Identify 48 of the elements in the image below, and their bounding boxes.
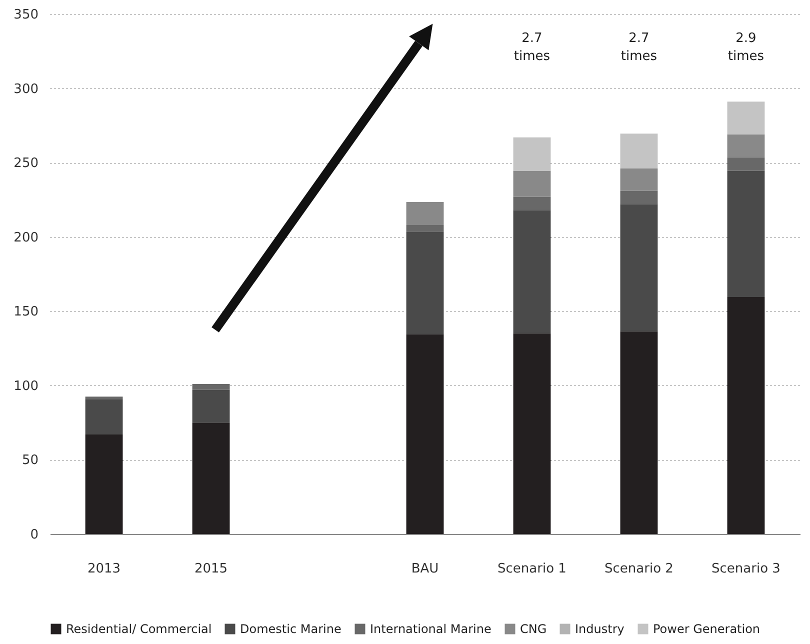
x-tick-label: 2015: [194, 562, 228, 576]
bar: [192, 422, 230, 534]
bar: [85, 396, 123, 400]
bar: [406, 232, 444, 334]
y-tick-label: 300: [14, 82, 38, 97]
bar: [620, 168, 658, 191]
bar: [620, 204, 658, 332]
bar: [727, 170, 765, 298]
y-tick-label: 100: [14, 378, 38, 394]
x-tick-label: BAU: [411, 562, 439, 576]
bar: [513, 333, 551, 534]
annotation: 2.9 times: [728, 31, 764, 64]
legend-label: Power Generation: [653, 622, 760, 636]
y-tick-label: 250: [14, 156, 38, 172]
annotation: 2.7 times: [514, 31, 550, 64]
bar: [192, 384, 230, 390]
bar: [513, 170, 551, 197]
bar: [620, 331, 658, 534]
x-tick-label: 2013: [87, 562, 121, 576]
legend-label: Domestic Marine: [240, 622, 342, 636]
legend-label: International Marine: [370, 622, 492, 636]
bar: [727, 297, 765, 534]
y-tick-label: 150: [14, 304, 38, 320]
x-tick-label: Scenario 3: [712, 562, 780, 576]
bar: [620, 134, 658, 169]
legend-label: Residential/ Commercial: [66, 622, 212, 636]
bar: [620, 190, 658, 204]
x-tick-label: Scenario 2: [604, 562, 674, 576]
bar: [513, 137, 551, 171]
legend-label: Industry: [575, 622, 624, 636]
annotation: 2.7 times: [620, 31, 658, 64]
y-tick-label: 350: [14, 8, 38, 22]
bar: [85, 400, 123, 434]
bar: [192, 390, 230, 423]
bar: [727, 157, 765, 171]
legend-label: CNG: [520, 622, 547, 636]
bar: [85, 434, 123, 534]
y-tick-label: 50: [22, 453, 38, 468]
bar: [406, 202, 444, 225]
bar: [727, 134, 765, 158]
bar: [406, 334, 444, 534]
bar: [513, 196, 551, 210]
bar: [406, 224, 444, 232]
y-tick-label: 0: [30, 528, 38, 542]
x-tick-label: Scenario 1: [498, 562, 566, 576]
bar: [727, 102, 765, 134]
y-tick-label: 200: [14, 230, 38, 246]
bar: [513, 210, 551, 334]
